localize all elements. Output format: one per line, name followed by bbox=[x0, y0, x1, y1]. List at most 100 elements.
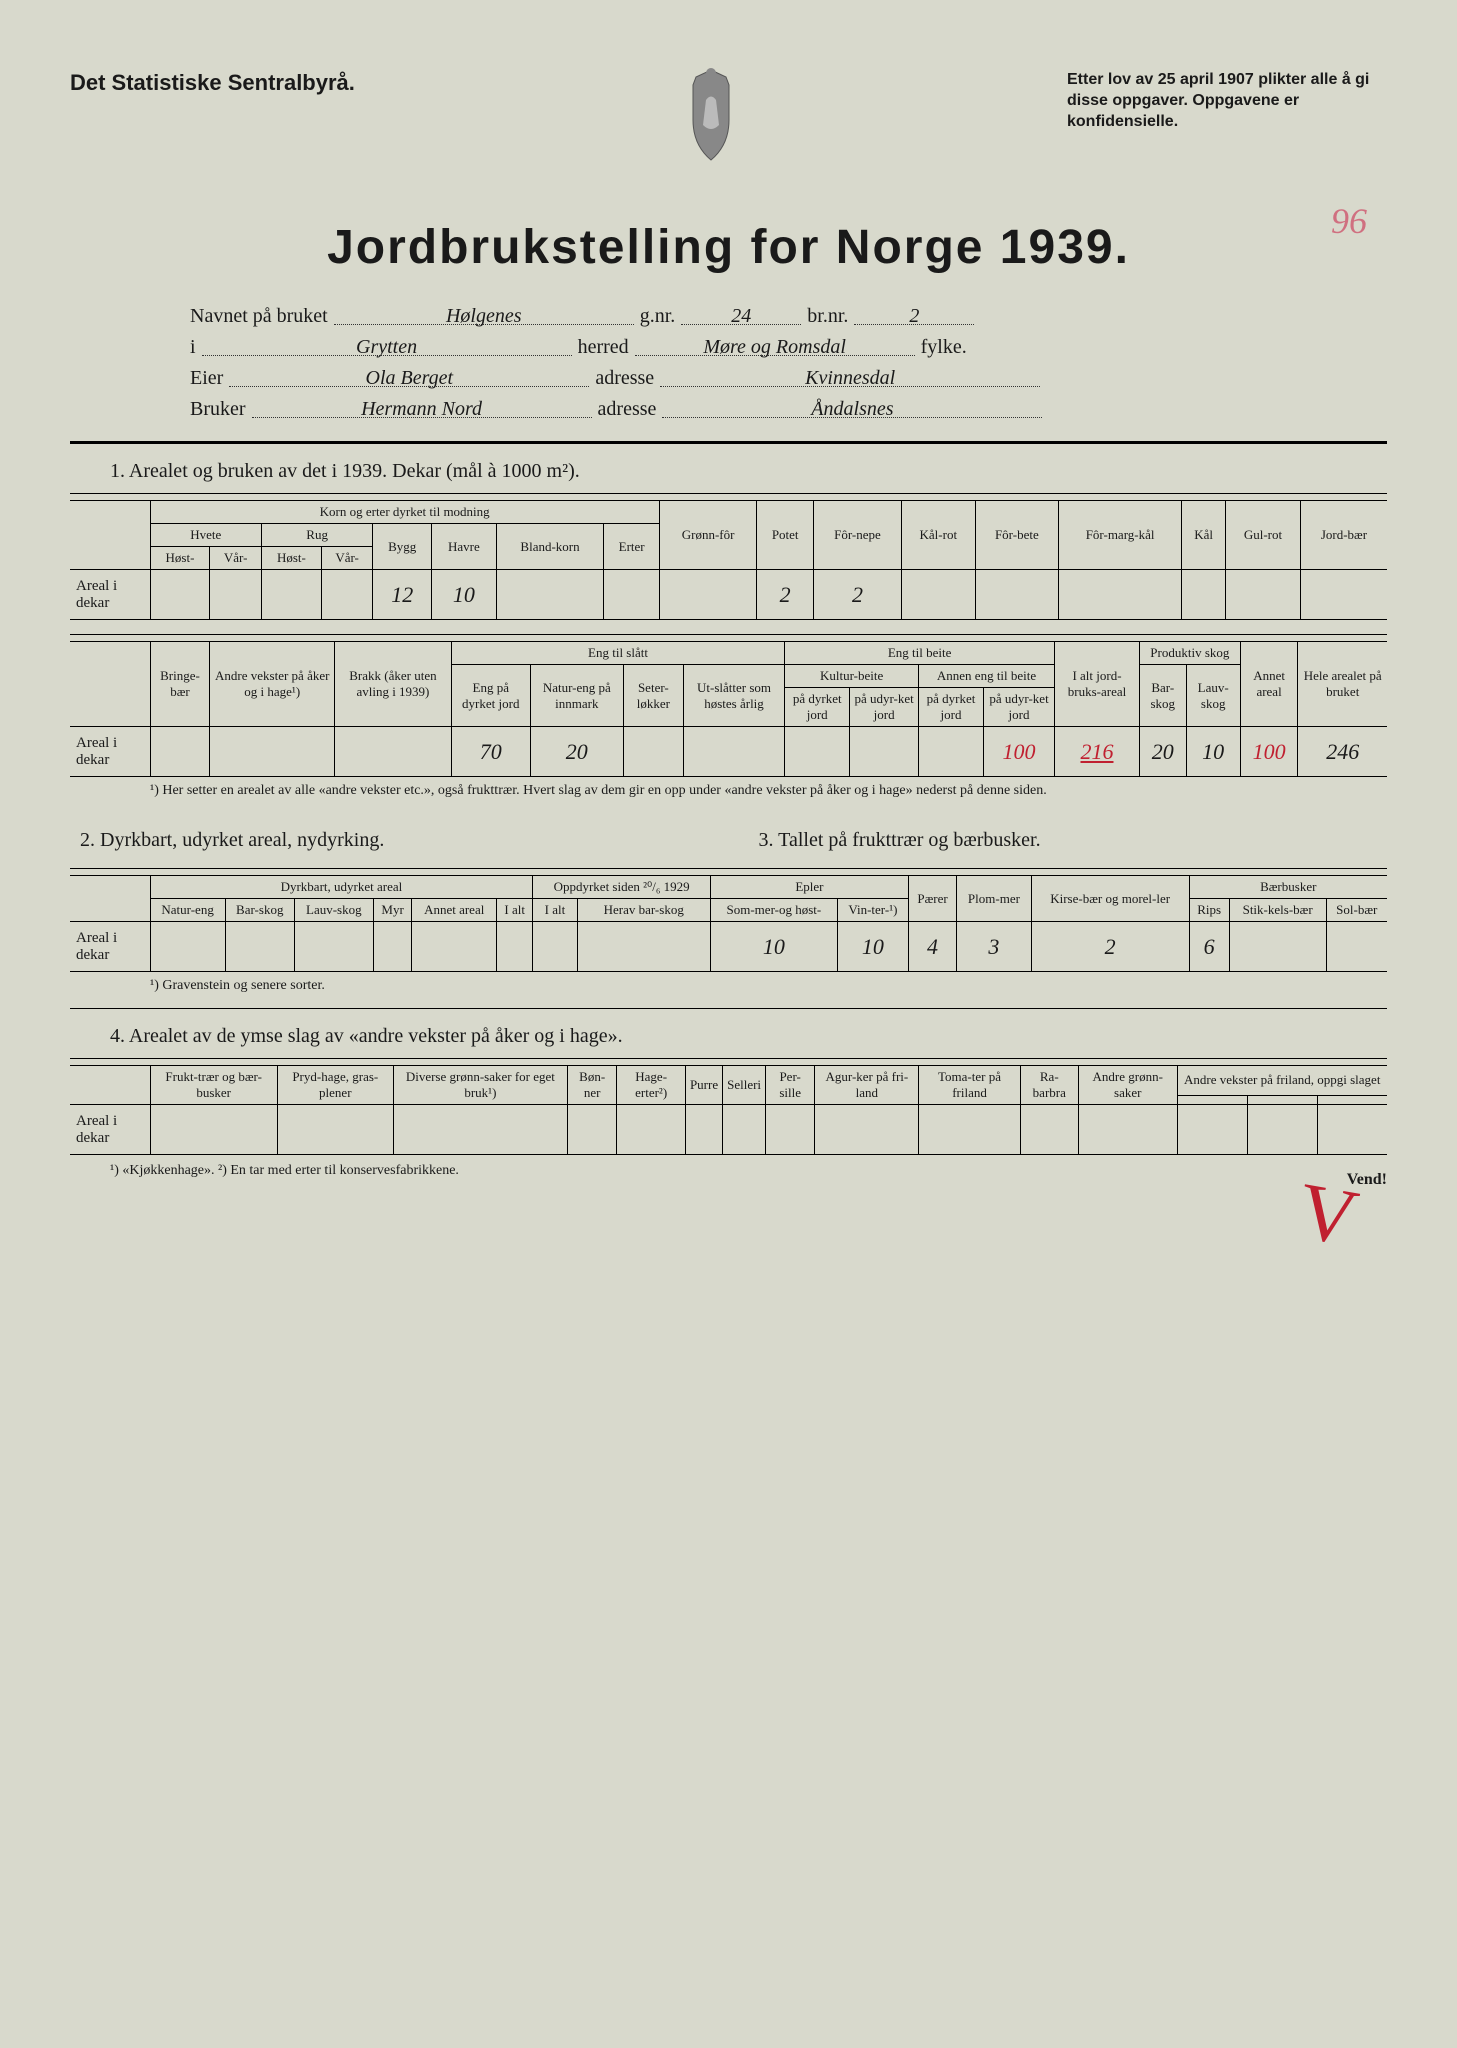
th-epler: Epler bbox=[710, 876, 908, 899]
eier-value: Ola Berget bbox=[229, 367, 589, 387]
footnote-4: ¹) «Kjøkkenhage». ²) En tar med erter ti… bbox=[110, 1163, 459, 1189]
bruker-adr-label: adresse bbox=[598, 398, 657, 421]
th-hvete-host: Høst- bbox=[150, 547, 210, 570]
th4-andrefriland: Andre vekster på friland, oppgi slaget bbox=[1177, 1066, 1387, 1096]
val-lauvskog: 10 bbox=[1186, 727, 1240, 777]
row-areal-4: Areal i dekar bbox=[70, 1105, 150, 1155]
th4-prydhage: Pryd-hage, gras-plener bbox=[277, 1066, 393, 1105]
footnote-1: ¹) Her setter en arealet av alle «andre … bbox=[150, 783, 1387, 799]
table-4: Frukt-trær og bær-busker Pryd-hage, gras… bbox=[70, 1065, 1387, 1155]
bureau-name: Det Statistiske Sentralbyrå. bbox=[70, 70, 355, 96]
th-rug-var: Vår- bbox=[321, 547, 373, 570]
th4-bonner: Bøn-ner bbox=[567, 1066, 616, 1105]
th4-frukt: Frukt-trær og bær-busker bbox=[150, 1066, 277, 1105]
th-dyrkbart: Dyrkbart, udyrket areal bbox=[150, 876, 533, 899]
th-bygg: Bygg bbox=[373, 524, 432, 570]
footnote-2: ¹) Gravenstein og senere sorter. bbox=[150, 978, 1387, 994]
val-fornepe: 2 bbox=[813, 570, 901, 620]
th-rug-host: Høst- bbox=[261, 547, 321, 570]
val-paerer: 4 bbox=[908, 922, 956, 972]
val-rips: 6 bbox=[1189, 922, 1229, 972]
th-kb-udyrket: på udyr-ket jord bbox=[850, 688, 919, 727]
table-1a: Korn og erter dyrket til modning Grønn-f… bbox=[70, 500, 1387, 620]
th-barskog: Bar-skog bbox=[1139, 665, 1186, 727]
th-utslatter: Ut-slåtter som høstes årlig bbox=[683, 665, 784, 727]
th-engslatt: Eng til slått bbox=[451, 642, 784, 665]
i-value: Grytten bbox=[202, 336, 572, 356]
th-lauvskog: Lauv-skog bbox=[1186, 665, 1240, 727]
th-kb-dyrket: på dyrket jord bbox=[785, 688, 850, 727]
section2-title: 2. Dyrkbart, udyrket areal, nydyrking. bbox=[80, 829, 709, 852]
val-engdyrket: 70 bbox=[451, 727, 530, 777]
th2-annet: Annet areal bbox=[412, 899, 497, 922]
th2-ialt: I alt bbox=[497, 899, 533, 922]
val-vinter: 10 bbox=[837, 922, 908, 972]
th2-heravbar: Herav bar-skog bbox=[577, 899, 710, 922]
val-ialt: 216 bbox=[1055, 727, 1140, 777]
th-baerbusker: Bærbusker bbox=[1189, 876, 1387, 899]
th-brakk: Brakk (åker uten avling i 1939) bbox=[335, 642, 452, 727]
val-potet: 2 bbox=[757, 570, 814, 620]
th-ab-udyrket: på udyr-ket jord bbox=[984, 688, 1055, 727]
herred-value: Møre og Romsdal bbox=[635, 336, 915, 356]
i-label: i bbox=[190, 336, 196, 359]
header: Det Statistiske Sentralbyrå. Etter lov a… bbox=[70, 70, 1387, 170]
document-title: Jordbrukstelling for Norge 1939. bbox=[70, 220, 1387, 275]
th2-myr: Myr bbox=[373, 899, 411, 922]
navn-value: Hølgenes bbox=[334, 305, 634, 325]
th-kirsebaer: Kirse-bær og morel-ler bbox=[1031, 876, 1189, 922]
th-rug: Rug bbox=[261, 524, 372, 547]
page-number: 96 bbox=[1331, 200, 1367, 242]
th4-persille: Per-sille bbox=[766, 1066, 815, 1105]
fylke-label: fylke. bbox=[921, 336, 967, 359]
th4-diverse: Diverse grønn-saker for eget bruk¹) bbox=[393, 1066, 567, 1105]
th-gronnfor: Grønn-fôr bbox=[659, 501, 757, 570]
bruker-label: Bruker bbox=[190, 398, 246, 421]
row-areal-23: Areal i dekar bbox=[70, 922, 150, 972]
th-annenbeite: Annen eng til beite bbox=[919, 665, 1055, 688]
th4-tomater: Toma-ter på friland bbox=[919, 1066, 1020, 1105]
th-ialt: I alt jord-bruks-areal bbox=[1055, 642, 1140, 727]
val-plommer: 3 bbox=[957, 922, 1032, 972]
th-oppdyrket: Oppdyrket siden ²⁰/₆ 1929 bbox=[533, 876, 711, 899]
th-forbete: Fôr-bete bbox=[975, 501, 1058, 570]
th2-barskog: Bar-skog bbox=[225, 899, 294, 922]
table-23: Dyrkbart, udyrket areal Oppdyrket siden … bbox=[70, 875, 1387, 972]
th4-andregronn: Andre grønn-saker bbox=[1079, 1066, 1178, 1105]
val-sommer: 10 bbox=[710, 922, 837, 972]
th-hvete-var: Vår- bbox=[210, 547, 262, 570]
gnr-label: g.nr. bbox=[640, 305, 676, 328]
val-hele: 246 bbox=[1298, 727, 1387, 777]
herred-label: herred bbox=[578, 336, 629, 359]
th-kal: Kål bbox=[1182, 501, 1226, 570]
gnr-value: 24 bbox=[681, 305, 801, 325]
val-natureng: 20 bbox=[530, 727, 623, 777]
brnr-value: 2 bbox=[854, 305, 974, 325]
th-engdyrket: Eng på dyrket jord bbox=[451, 665, 530, 727]
form-block: Navnet på bruket Hølgenes g.nr. 24 br.nr… bbox=[70, 305, 1387, 421]
th-korn-group: Korn og erter dyrket til modning bbox=[150, 501, 659, 524]
th-hvete: Hvete bbox=[150, 524, 261, 547]
th-jordbaer: Jord-bær bbox=[1300, 501, 1387, 570]
val-havre: 10 bbox=[432, 570, 496, 620]
val-barskog: 20 bbox=[1139, 727, 1186, 777]
th-plommer: Plom-mer bbox=[957, 876, 1032, 922]
th-bringebaer: Bringe-bær bbox=[150, 642, 210, 727]
brnr-label: br.nr. bbox=[807, 305, 848, 328]
th4-agurker: Agur-ker på fri-land bbox=[815, 1066, 919, 1105]
th-ab-dyrket: på dyrket jord bbox=[919, 688, 984, 727]
th-formargkal: Fôr-marg-kål bbox=[1059, 501, 1182, 570]
row-areal-1a: Areal i dekar bbox=[70, 570, 150, 620]
th-prodskog: Produktiv skog bbox=[1139, 642, 1240, 665]
th3-stikkels: Stik-kels-bær bbox=[1229, 899, 1326, 922]
th3-solbaer: Sol-bær bbox=[1326, 899, 1387, 922]
th4-purre: Purre bbox=[685, 1066, 722, 1105]
th-erter: Erter bbox=[604, 524, 659, 570]
section4-title: 4. Arealet av de ymse slag av «andre vek… bbox=[110, 1025, 1387, 1048]
val-bygg: 12 bbox=[373, 570, 432, 620]
th-kalrot: Kål-rot bbox=[901, 501, 975, 570]
th-havre: Havre bbox=[432, 524, 496, 570]
eier-label: Eier bbox=[190, 367, 223, 390]
row-areal-1b: Areal i dekar bbox=[70, 727, 150, 777]
val-kirsebaer: 2 bbox=[1031, 922, 1189, 972]
